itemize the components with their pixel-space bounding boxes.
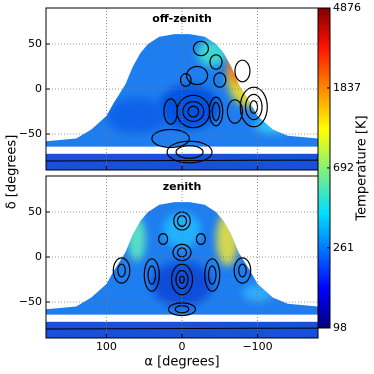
sky-emission bbox=[106, 98, 167, 134]
panel: 50 0 −50 off-zenith bbox=[19, 7, 319, 171]
panel-title: off-zenith bbox=[152, 12, 212, 25]
contour bbox=[158, 233, 169, 246]
colorbar-tick-label: 98 bbox=[333, 321, 347, 334]
contour bbox=[187, 105, 200, 118]
contour bbox=[239, 86, 268, 128]
contour bbox=[170, 263, 194, 296]
contour bbox=[163, 98, 179, 125]
colorbar-tick-label: 1837 bbox=[333, 81, 361, 94]
colorbar-tick-label: 4876 bbox=[333, 1, 361, 14]
x-axis-label: α [degrees] bbox=[144, 355, 219, 370]
y-tick-label: 0 bbox=[35, 82, 42, 95]
contour bbox=[233, 257, 252, 284]
contour bbox=[182, 100, 205, 122]
y-axis-label: δ [degrees] bbox=[5, 135, 20, 210]
x-tick-label: −100 bbox=[242, 340, 272, 353]
contour bbox=[244, 93, 263, 121]
contour bbox=[166, 140, 213, 164]
contour bbox=[226, 99, 243, 124]
contour bbox=[209, 54, 223, 70]
contour bbox=[211, 101, 221, 122]
horizon-line bbox=[45, 159, 319, 162]
contour bbox=[208, 96, 224, 127]
contour bbox=[175, 269, 189, 290]
x-tick-label: 0 bbox=[179, 340, 186, 353]
contour bbox=[234, 59, 251, 83]
y-tick-label: 0 bbox=[35, 250, 42, 263]
horizon-line bbox=[45, 327, 319, 330]
contour bbox=[238, 263, 247, 278]
panel-title: zenith bbox=[163, 180, 202, 193]
contour bbox=[195, 233, 206, 246]
contour bbox=[147, 265, 157, 285]
contour bbox=[207, 265, 217, 285]
contour bbox=[213, 72, 227, 88]
contour bbox=[117, 263, 126, 278]
colorbar-label: Temperature [K] bbox=[355, 115, 370, 221]
panel: 100 0 −100 50 0 −50 zenith bbox=[19, 175, 319, 353]
contour bbox=[143, 258, 160, 292]
contour bbox=[151, 128, 191, 149]
contour bbox=[204, 258, 221, 292]
y-tick-label: 50 bbox=[28, 205, 42, 218]
contour bbox=[175, 145, 204, 159]
x-tick-label: 100 bbox=[96, 340, 117, 353]
colorbar-tick-label: 261 bbox=[333, 241, 354, 254]
contour bbox=[192, 40, 209, 57]
y-tick-label: −50 bbox=[19, 127, 42, 140]
colorbar-tick-label: 692 bbox=[333, 161, 354, 174]
contour bbox=[186, 65, 209, 86]
y-tick-label: 50 bbox=[28, 37, 42, 50]
contour bbox=[179, 73, 192, 87]
y-tick-label: −50 bbox=[19, 295, 42, 308]
contour bbox=[112, 257, 131, 284]
